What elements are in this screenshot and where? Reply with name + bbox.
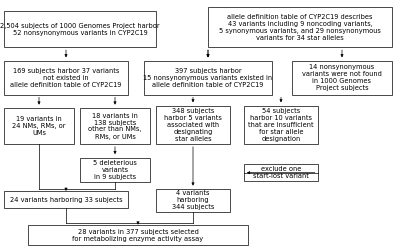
Bar	[208, 7, 392, 47]
Text: allele definition table of CYP2C19 describes
43 variants including 9 noncoding v: allele definition table of CYP2C19 descr…	[219, 14, 381, 41]
Bar	[4, 61, 128, 94]
Text: 348 subjects
harbor 5 variants
associated with
designating
star alleles: 348 subjects harbor 5 variants associate…	[164, 108, 222, 142]
Bar	[4, 191, 128, 208]
Bar	[156, 106, 230, 144]
Text: 24 variants harboring 33 subjects: 24 variants harboring 33 subjects	[10, 197, 122, 203]
Text: 19 variants in
24 NMs, RMs, or
UMs: 19 variants in 24 NMs, RMs, or UMs	[12, 116, 66, 136]
Bar	[156, 189, 230, 211]
Text: 18 variants in
138 subjects
other than NMs,
RMs, or UMs: 18 variants in 138 subjects other than N…	[88, 112, 142, 140]
Bar	[80, 108, 150, 144]
Bar	[4, 108, 74, 144]
Text: 4 variants
harboring
344 subjects: 4 variants harboring 344 subjects	[172, 190, 214, 210]
Bar	[80, 158, 150, 182]
Text: 28 variants in 377 subjects selected
for metabolizing enzyme activity assay: 28 variants in 377 subjects selected for…	[72, 229, 204, 242]
Text: 2,504 subjects of 1000 Genomes Project harbor
52 nonsynonymous variants in CYP2C: 2,504 subjects of 1000 Genomes Project h…	[0, 23, 160, 36]
Bar	[4, 11, 156, 47]
Text: 5 deleterious
variants
in 9 subjects: 5 deleterious variants in 9 subjects	[93, 160, 137, 180]
Text: 54 subjects
harbor 10 variants
that are insufficient
for star allele
designation: 54 subjects harbor 10 variants that are …	[248, 108, 314, 142]
Text: exclude one
start-lost variant: exclude one start-lost variant	[253, 166, 309, 179]
Bar	[28, 225, 248, 245]
Text: 397 subjects harbor
15 nonsynonymous variants existed in
allele definition table: 397 subjects harbor 15 nonsynonymous var…	[144, 68, 272, 88]
Bar	[292, 61, 392, 94]
Bar	[244, 164, 318, 181]
Text: 169 subjects harbor 37 variants
not existed in
allele definition table of CYP2C1: 169 subjects harbor 37 variants not exis…	[10, 68, 122, 88]
Bar	[144, 61, 272, 94]
Text: 14 nonsynonymous
variants were not found
in 1000 Genomes
Project subjects: 14 nonsynonymous variants were not found…	[302, 64, 382, 91]
Bar	[244, 106, 318, 144]
